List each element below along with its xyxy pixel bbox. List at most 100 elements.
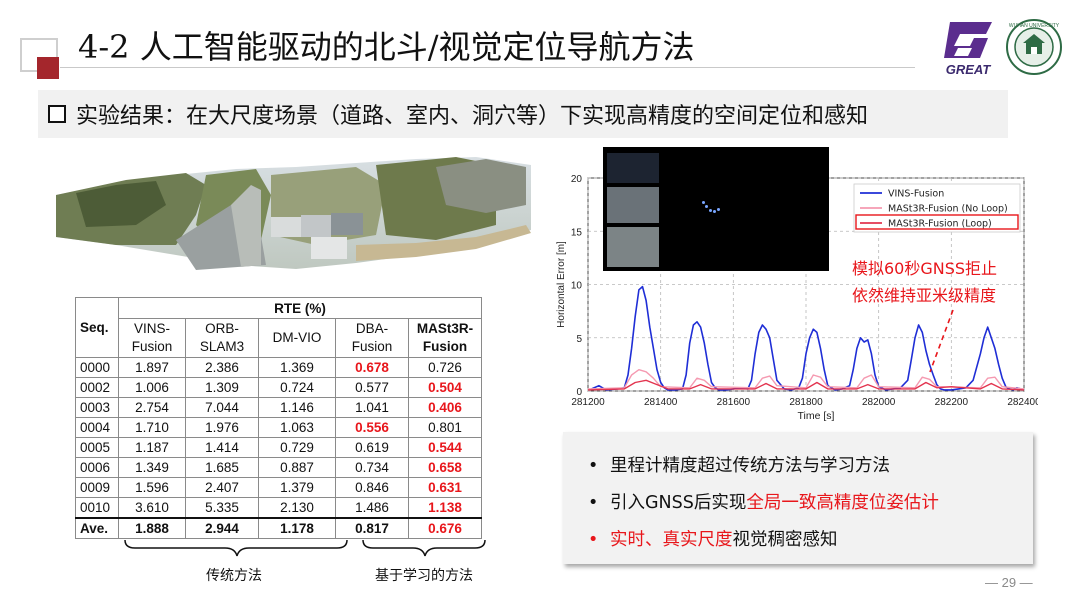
seq-cell: 0009	[75, 477, 119, 498]
bullet-text: 里程计精度超过传统方法与学习方法	[610, 456, 890, 476]
seq-cell: 0010	[75, 497, 119, 519]
rte-cell: 2.130	[258, 497, 336, 519]
inset-panel-camera-2	[607, 227, 659, 267]
column-header-line1: DBA-	[355, 321, 389, 336]
y-tick-label: 5	[576, 334, 582, 345]
rte-cell: 1.349	[118, 457, 186, 478]
rte-cell: 1.976	[185, 417, 259, 438]
rte-cell: 1.063	[258, 417, 336, 438]
x-tick-label: 281800	[789, 397, 823, 408]
y-axis-label: Horizontal Error [m]	[556, 241, 567, 328]
chart-annotation: 模拟60秒GNSS拒止 依然维持亚米级精度	[852, 255, 997, 309]
rte-cell: 1.414	[185, 437, 259, 458]
x-tick-label: 282400	[1007, 397, 1038, 408]
rte-cell: 0.676	[408, 517, 482, 539]
great-logo: GREAT	[944, 22, 992, 77]
rte-cell: 0.846	[335, 477, 409, 498]
legend-entry: VINS-Fusion	[888, 189, 944, 200]
column-header-line2: Fusion	[422, 339, 468, 354]
column-header: DM-VIO	[258, 318, 336, 358]
seq-cell: Ave.	[75, 517, 119, 539]
column-header-line2: Fusion	[131, 339, 173, 354]
inset-panel-ui	[607, 153, 659, 183]
x-tick-label: 281400	[644, 397, 678, 408]
column-header: VINS- Fusion	[118, 318, 186, 358]
group-label-traditional: 传统方法	[206, 568, 262, 584]
table-row: 0005 1.187 1.414 0.729 0.619 0.544	[75, 437, 482, 458]
rte-table: Seq. RTE (%) VINS- Fusion ORB- SLAM3 DM-VIO D…	[75, 297, 482, 539]
seq-cell: 0000	[75, 357, 119, 378]
rte-cell: 0.658	[408, 457, 482, 478]
y-tick-label: 15	[571, 227, 583, 238]
rte-cell: 2.386	[185, 357, 259, 378]
rte-cell: 0.406	[408, 397, 482, 418]
rte-cell: 1.486	[335, 497, 409, 519]
rte-cell: 1.369	[258, 357, 336, 378]
svg-text:WUHAN UNIVERSITY: WUHAN UNIVERSITY	[1009, 23, 1060, 29]
page-number: — 29 —	[985, 575, 1033, 590]
series-line-2	[587, 379, 1025, 391]
annotation-arrow	[929, 309, 954, 373]
seq-cell: 0005	[75, 437, 119, 458]
rte-cell: 0.544	[408, 437, 482, 458]
seq-header: Seq.	[75, 297, 119, 358]
bullet-dot-icon: •	[588, 456, 599, 476]
x-tick-label: 281200	[571, 397, 605, 408]
rte-cell: 1.138	[408, 497, 482, 519]
legend-entry: MASt3R-Fusion (No Loop)	[888, 204, 1008, 215]
trajectory-dot	[702, 201, 705, 204]
seq-cell: 0004	[75, 417, 119, 438]
seq-cell: 0003	[75, 397, 119, 418]
seq-cell: 0002	[75, 377, 119, 398]
bullet-text: 实时、真实尺度	[610, 530, 733, 550]
inset-panel-camera-1	[607, 187, 659, 223]
table-row: 0002 1.006 1.309 0.724 0.577 0.504	[75, 377, 482, 398]
y-tick-label: 0	[576, 387, 582, 398]
column-header: ORB- SLAM3	[185, 318, 259, 358]
column-header-line1: DM-VIO	[272, 330, 322, 345]
bullet-item: • 里程计精度超过传统方法与学习方法	[588, 452, 890, 477]
column-header-line1: VINS-	[133, 321, 170, 336]
subtitle-banner: 实验结果：在大尺度场景（道路、室内、洞穴等）下实现高精度的空间定位和感知	[38, 90, 1008, 138]
rte-cell: 1.146	[258, 397, 336, 418]
x-axis-label: Time [s]	[798, 410, 835, 422]
y-tick-label: 10	[571, 281, 583, 292]
legend-highlight-box	[855, 214, 1019, 230]
column-header-line1: ORB-	[205, 321, 239, 336]
table-row: 0004 1.710 1.976 1.063 0.556 0.801	[75, 417, 482, 438]
bullet-item: • 实时、真实尺度视觉稠密感知	[588, 526, 838, 551]
rte-cell: 1.006	[118, 377, 186, 398]
annotation-line-2: 依然维持亚米级精度	[852, 286, 997, 305]
group-braces	[124, 539, 486, 557]
seq-cell: 0006	[75, 457, 119, 478]
trajectory-dot	[717, 208, 720, 211]
checkbox-square-icon	[48, 105, 66, 123]
bullet-text: 全局一致高精度位姿估计	[746, 493, 939, 513]
rte-cell: 0.801	[408, 417, 482, 438]
rte-cell: 0.887	[258, 457, 336, 478]
x-tick-label: 282000	[862, 397, 896, 408]
table-row-average: Ave. 1.888 2.944 1.178 0.817 0.676	[75, 517, 482, 539]
rte-cell: 0.726	[408, 357, 482, 378]
rte-cell: 1.685	[185, 457, 259, 478]
rte-cell: 1.596	[118, 477, 186, 498]
rte-cell: 7.044	[185, 397, 259, 418]
column-header: DBA- Fusion	[335, 318, 409, 358]
rte-cell: 0.817	[335, 517, 409, 539]
rte-cell: 1.888	[118, 517, 186, 539]
svg-text:GREAT: GREAT	[946, 62, 992, 77]
series-line-1	[587, 368, 1025, 390]
banner-text: 实验结果：在大尺度场景（道路、室内、洞穴等）下实现高精度的空间定位和感知	[76, 104, 869, 129]
rte-cell: 1.897	[118, 357, 186, 378]
point-cloud-image	[56, 157, 531, 270]
rte-cell: 2.944	[185, 517, 259, 539]
rte-cell: 2.754	[118, 397, 186, 418]
trajectory-dot	[709, 209, 712, 212]
rte-cell: 0.724	[258, 377, 336, 398]
title-underline	[60, 67, 915, 68]
rte-cell: 0.619	[335, 437, 409, 458]
bullet-text: 引入GNSS后实现	[610, 493, 747, 513]
legend-entry: MASt3R-Fusion (Loop)	[888, 219, 992, 230]
y-tick-label: 20	[571, 174, 583, 185]
table-row: 0000 1.897 2.386 1.369 0.678 0.726	[75, 357, 482, 378]
